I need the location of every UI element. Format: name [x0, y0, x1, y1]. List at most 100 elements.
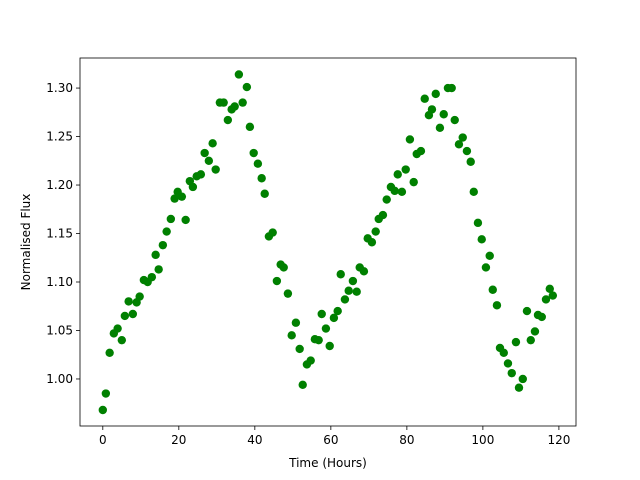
point — [473, 218, 483, 228]
point — [177, 192, 187, 201]
point — [321, 324, 331, 333]
point — [393, 170, 402, 179]
point — [348, 276, 358, 286]
x-tick-label: 80 — [399, 433, 414, 447]
point — [405, 135, 415, 144]
point — [314, 335, 323, 345]
point — [352, 287, 361, 296]
x-tick-label: 0 — [99, 433, 107, 447]
point — [382, 195, 391, 204]
point — [291, 318, 301, 327]
point — [420, 94, 429, 103]
point — [488, 285, 497, 294]
point — [306, 356, 315, 365]
x-tick-label: 40 — [247, 433, 262, 447]
point — [427, 105, 437, 114]
point — [526, 335, 535, 345]
point — [447, 83, 456, 93]
y-tick-label: 1.15 — [46, 227, 73, 241]
point — [511, 337, 521, 347]
point — [208, 139, 217, 148]
point — [166, 214, 176, 224]
point — [401, 165, 410, 174]
point — [340, 295, 350, 304]
point — [485, 251, 494, 261]
point — [200, 148, 209, 158]
y-tick-label: 1.30 — [46, 81, 73, 95]
point — [238, 98, 247, 107]
point — [223, 115, 233, 125]
point — [499, 348, 508, 357]
point — [378, 210, 388, 220]
point — [317, 309, 326, 319]
point — [367, 238, 377, 247]
point — [329, 313, 339, 323]
point — [518, 374, 527, 384]
y-tick-label: 1.20 — [46, 178, 73, 192]
point — [279, 263, 288, 272]
point — [397, 187, 407, 197]
point — [120, 311, 130, 321]
point — [162, 227, 171, 236]
point — [230, 102, 239, 111]
point — [325, 341, 334, 351]
point — [101, 389, 111, 398]
point — [158, 240, 168, 250]
point — [492, 301, 502, 310]
point — [371, 227, 380, 236]
plot-frame — [79, 57, 577, 427]
point — [98, 405, 108, 415]
point — [409, 177, 418, 187]
y-tick-label: 1.00 — [46, 372, 73, 386]
point — [541, 295, 551, 304]
point — [344, 286, 353, 295]
point — [283, 289, 293, 298]
point — [298, 380, 307, 389]
point — [548, 291, 558, 300]
point — [234, 70, 244, 79]
point — [260, 189, 269, 198]
point — [359, 267, 369, 276]
point — [503, 359, 513, 368]
point — [151, 250, 160, 260]
point — [545, 284, 554, 293]
point — [469, 187, 478, 197]
point — [253, 159, 263, 168]
x-tick-label: 60 — [323, 433, 338, 447]
point — [537, 312, 546, 322]
point — [268, 228, 277, 237]
point — [287, 331, 296, 340]
point — [242, 82, 252, 92]
point — [522, 306, 532, 316]
point — [154, 265, 163, 274]
point — [188, 182, 198, 192]
point — [431, 89, 440, 99]
point — [390, 186, 399, 196]
point — [458, 133, 467, 142]
point — [435, 123, 445, 133]
point — [462, 146, 472, 156]
point — [454, 140, 464, 149]
point — [507, 368, 516, 378]
point — [219, 98, 228, 107]
point — [295, 344, 304, 354]
point — [439, 110, 448, 119]
point — [272, 276, 282, 286]
point — [477, 235, 486, 244]
point — [113, 324, 122, 333]
x-tick-label: 120 — [547, 433, 570, 447]
point — [117, 335, 127, 345]
y-tick-label: 1.25 — [46, 130, 73, 144]
y-axis-label: Normalised Flux — [19, 194, 33, 291]
point — [416, 146, 426, 156]
point — [245, 122, 255, 132]
x-tick-label: 20 — [171, 433, 186, 447]
point — [135, 292, 144, 301]
x-axis-label: Time (Hours) — [288, 456, 367, 470]
point — [336, 270, 345, 279]
point — [170, 194, 179, 203]
point — [481, 263, 491, 272]
point — [128, 309, 138, 319]
